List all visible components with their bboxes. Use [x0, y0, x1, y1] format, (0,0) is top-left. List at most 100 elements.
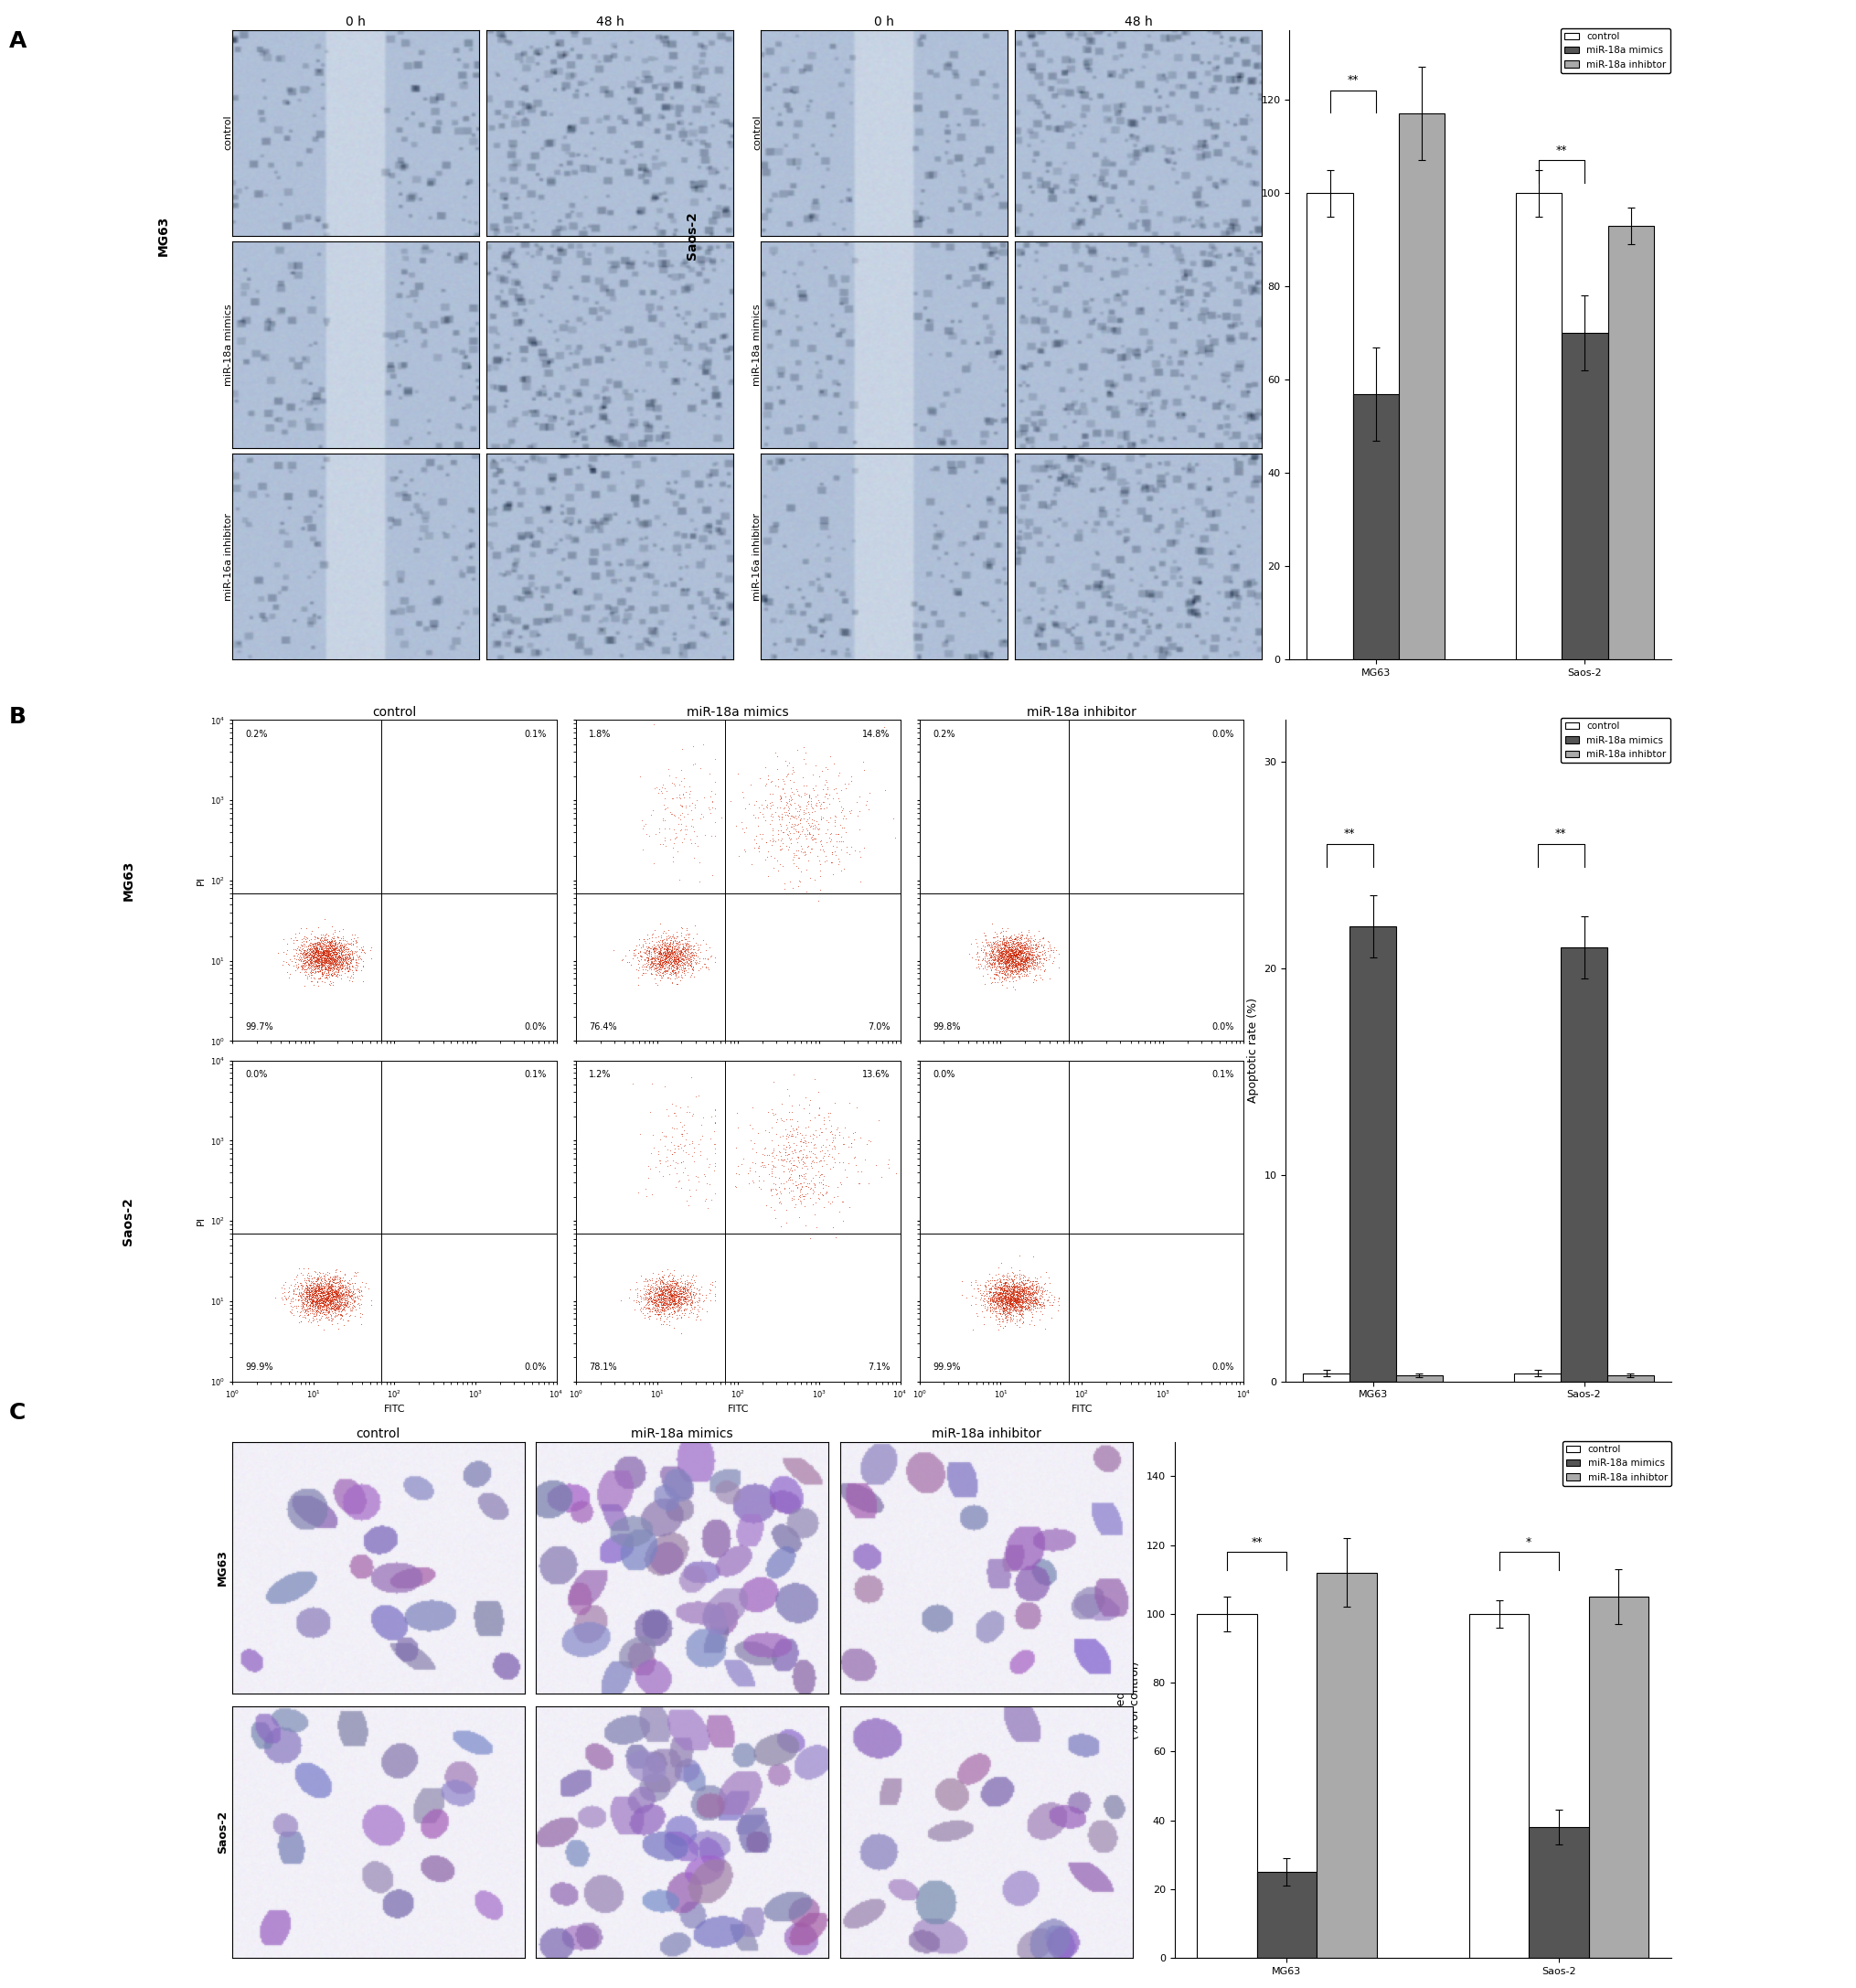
Point: [316, 924, 345, 956]
Point: [991, 946, 1021, 978]
Point: [1010, 944, 1039, 976]
Point: [1015, 1290, 1045, 1322]
Point: [306, 1276, 336, 1308]
Point: [999, 1290, 1028, 1322]
Point: [650, 946, 679, 978]
Point: [330, 940, 360, 972]
Point: [776, 757, 806, 789]
Point: [297, 1280, 327, 1312]
Point: [310, 948, 340, 980]
Point: [664, 1280, 694, 1312]
Point: [655, 1278, 685, 1310]
Point: [653, 944, 683, 976]
Point: [676, 938, 705, 970]
Point: [325, 930, 354, 962]
Point: [316, 934, 345, 966]
Point: [987, 1288, 1017, 1320]
Point: [683, 1300, 713, 1332]
Point: [1015, 946, 1045, 978]
Point: [991, 936, 1021, 968]
Point: [982, 1314, 1012, 1346]
Point: [304, 940, 334, 972]
Point: [672, 1288, 702, 1320]
Point: [651, 1292, 681, 1324]
Point: [330, 944, 360, 976]
Point: [301, 936, 330, 968]
Point: [763, 815, 793, 847]
Point: [611, 940, 640, 972]
Point: [685, 865, 715, 897]
Point: [822, 817, 852, 849]
Point: [984, 1282, 1013, 1314]
Point: [321, 1276, 351, 1308]
Point: [980, 914, 1010, 946]
Point: [820, 777, 850, 809]
Point: [314, 936, 343, 968]
Point: [659, 1282, 689, 1314]
Point: [785, 1173, 815, 1205]
Point: [995, 1278, 1025, 1310]
Point: [323, 1278, 353, 1310]
Point: [657, 1274, 687, 1306]
Point: [650, 1282, 679, 1314]
Point: [653, 928, 683, 960]
Point: [987, 1278, 1017, 1310]
Text: 99.9%: 99.9%: [245, 1362, 273, 1372]
Point: [638, 944, 668, 976]
Point: [284, 1280, 314, 1312]
Point: [987, 944, 1017, 976]
Point: [301, 1282, 330, 1314]
Point: [657, 930, 687, 962]
Point: [677, 1266, 707, 1298]
Point: [657, 1286, 687, 1318]
Point: [757, 1111, 787, 1143]
Point: [982, 1284, 1012, 1316]
Point: [308, 924, 338, 956]
Point: [806, 1159, 835, 1191]
Point: [1002, 1294, 1032, 1326]
Point: [848, 746, 878, 777]
Point: [1028, 922, 1058, 954]
Point: [1017, 1288, 1047, 1320]
Point: [997, 1292, 1026, 1324]
Point: [663, 1290, 692, 1322]
Point: [783, 799, 813, 831]
Point: [297, 946, 327, 978]
Point: [327, 952, 356, 984]
Point: [1008, 932, 1038, 964]
Point: [271, 946, 301, 978]
Point: [325, 1278, 354, 1310]
Point: [306, 1298, 336, 1330]
Point: [334, 944, 364, 976]
Point: [982, 1282, 1012, 1314]
Point: [303, 944, 332, 976]
Point: [657, 932, 687, 964]
Point: [293, 960, 323, 992]
Point: [824, 785, 854, 817]
Point: [1026, 1292, 1056, 1324]
Point: [650, 932, 679, 964]
Point: [997, 954, 1026, 986]
Point: [653, 938, 683, 970]
Point: [989, 958, 1019, 990]
Point: [310, 1298, 340, 1330]
Point: [312, 940, 342, 972]
Point: [989, 1276, 1019, 1308]
Point: [666, 938, 696, 970]
Point: [308, 950, 338, 982]
Point: [986, 1286, 1015, 1318]
Point: [657, 930, 687, 962]
Point: [635, 1288, 664, 1320]
Point: [319, 1290, 349, 1322]
Point: [995, 954, 1025, 986]
Point: [657, 783, 687, 815]
Point: [323, 1294, 353, 1326]
Point: [1004, 938, 1034, 970]
Point: [319, 950, 349, 982]
Point: [1008, 1282, 1038, 1314]
Point: [325, 926, 354, 958]
Point: [653, 1276, 683, 1308]
Point: [316, 958, 345, 990]
Point: [306, 964, 336, 996]
Point: [316, 1262, 345, 1294]
